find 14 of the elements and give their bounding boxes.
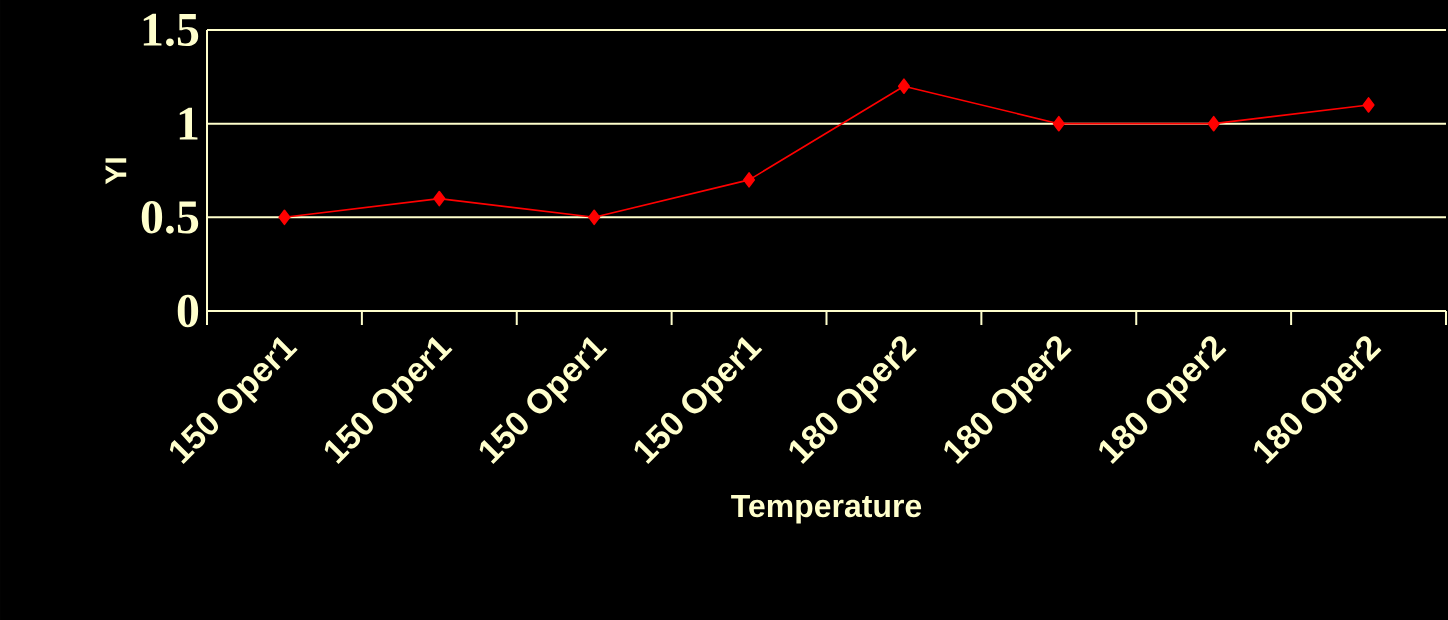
- y-axis-title: YI: [105, 158, 127, 185]
- y-tick-label: 1: [179, 107, 198, 140]
- point: [1052, 115, 1065, 132]
- y-tick-label: 0.5: [141, 201, 199, 234]
- y-tick-label: 1.5: [143, 13, 199, 47]
- y-tick-label: 0: [177, 294, 199, 328]
- point: [1362, 97, 1375, 113]
- point: [433, 190, 446, 207]
- point: [1207, 115, 1220, 132]
- point: [897, 78, 910, 94]
- x-axis-title: Temperature: [731, 494, 922, 524]
- point: [743, 172, 756, 188]
- point: [278, 209, 291, 226]
- point: [588, 209, 601, 226]
